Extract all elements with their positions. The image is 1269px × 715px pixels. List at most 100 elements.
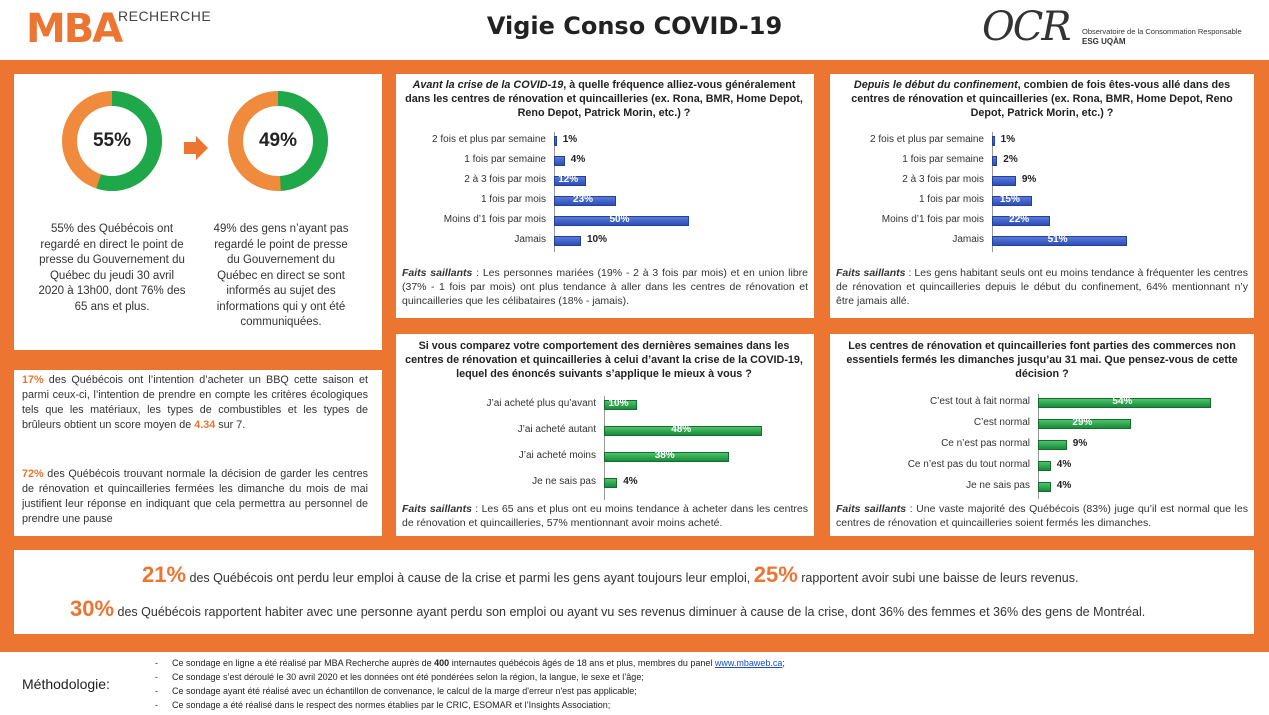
bar-value-label: 1% (562, 134, 578, 145)
bar-value-label: 22% (1009, 214, 1030, 225)
method-text: Ce sondage a été réalisé dans le respect… (172, 700, 611, 710)
sample-size: 400 (434, 658, 450, 668)
q3-chart: J’ai acheté plus qu’avant 10% J’ai acheté … (396, 396, 814, 500)
bar (604, 400, 637, 410)
method-text: Ce sondage ayant été réalisé avec un éch… (172, 686, 637, 696)
q1-title-rest: , à quelle fréquence alliez-vous général… (405, 79, 803, 119)
bar-category-label: 1 fois par mois (480, 194, 546, 205)
bbq-percent: 17% (22, 374, 44, 386)
bar-value-label: 1% (1000, 134, 1016, 145)
bar (1038, 440, 1067, 450)
bar-value-label: 23% (573, 194, 594, 205)
bullet-dash: - (155, 686, 158, 696)
bar-value-label: 9% (1072, 438, 1088, 449)
bar-value-label: 15% (999, 194, 1020, 205)
methodology-item: - Ce sondage a été réalisé dans le respec… (155, 698, 785, 712)
method-text: ; (782, 658, 785, 668)
q3-highlights-label: Faits saillants (402, 503, 472, 515)
bar-value-label: 4% (1056, 480, 1072, 491)
pie-panel: 55% 49% 55% des Québécois ont regardé en… (14, 74, 382, 350)
q2-title: Depuis le début du confinement, combien … (838, 78, 1246, 120)
q2-chart: 2 fois et plus par semaine 1% 1 fois par s… (830, 132, 1254, 257)
q4-title: Les centres de rénovation et quincailler… (846, 340, 1238, 380)
bar (554, 216, 689, 226)
q2-chart-axis (992, 132, 993, 252)
pie-right-description: 49% des gens n’ayant pas regardé le poin… (213, 223, 349, 328)
sunday-percent: 72% (22, 468, 44, 480)
q1-highlights: Faits saillants : Les personnes mariées … (402, 266, 808, 308)
bar-value-label: 10% (587, 234, 608, 245)
bar-category-label: 2 à 3 fois par mois (902, 174, 984, 185)
bar-value-label: 4% (1056, 459, 1072, 470)
ocr-logo: OCR (982, 4, 1072, 50)
bullet-dash: - (155, 700, 158, 710)
bar (1038, 398, 1211, 408)
bar-category-label: 1 fois par semaine (464, 154, 546, 165)
methodology-list: - Ce sondage en ligne a été réalisé par M… (155, 656, 785, 712)
employment-line-1: 21% des Québécois ont perdu leur emploi … (142, 562, 1079, 588)
arrow-icon (184, 142, 196, 154)
employment-text-2: rapportent avoir subi une baisse de leur… (797, 571, 1079, 585)
bar-category-label: 2 fois et plus par semaine (870, 134, 984, 145)
bullet-dash: - (155, 658, 158, 668)
bar-category-label: C’est normal (973, 417, 1030, 428)
header: MBA RECHERCHE Vigie Conso COVID-19 OCR O… (0, 0, 1269, 58)
mba-logo-subtitle: RECHERCHE (118, 8, 212, 24)
q1-highlights-label: Faits saillants (402, 267, 473, 279)
q2-highlights-label: Faits saillants (836, 267, 906, 279)
pie-left-chart (62, 91, 162, 191)
pie-left-description: 55% des Québécois ont regardé en direct … (38, 223, 186, 313)
bar-category-label: Jamais (952, 234, 984, 245)
bar (554, 236, 581, 246)
panel-link[interactable]: www.mbaweb.ca (714, 658, 783, 668)
bar-value-label: 4% (623, 476, 638, 487)
bar-category-label: Moins d’1 fois par mois (443, 214, 546, 225)
pie-left: 55% (55, 84, 169, 198)
bar (554, 136, 557, 146)
pie-right-value: 49% (243, 106, 313, 176)
bar (1038, 482, 1051, 492)
bar-category-label: C’est tout à fait normal (929, 396, 1030, 407)
bar-value-label: 50% (609, 214, 630, 225)
q2-highlights-text: : Les gens habitant seuls ont eu moins t… (836, 267, 1248, 307)
bar (1038, 419, 1131, 429)
bar (992, 196, 1032, 206)
methodology-item: - Ce sondage ayant été réalisé avec un éc… (155, 684, 785, 698)
methodology-label: Méthodologie: (22, 676, 110, 692)
job-loss-percent: 21% (142, 562, 187, 587)
employment-panel: 21% des Québécois ont perdu leur emploi … (14, 550, 1254, 634)
q1-title-italic: Avant la crise de la COVID-19 (412, 79, 564, 91)
q3-chart-axis (604, 396, 605, 500)
bbq-paragraph: 17% des Québécois ont l’intention d’ache… (22, 373, 368, 433)
bar-value-label: 4% (570, 154, 586, 165)
method-text: Ce sondage s’est déroulé le 30 avril 202… (172, 672, 644, 682)
bar-category-label: Jamais (514, 234, 546, 245)
pie-right: 49% (221, 84, 335, 198)
bar-value-label: 48% (671, 424, 692, 435)
arrow-icon-head (196, 136, 208, 160)
bar (604, 478, 618, 488)
q1-title: Avant la crise de la COVID-19, à quelle … (404, 78, 804, 120)
pie-left-slice-value (62, 91, 162, 191)
bar (554, 156, 565, 166)
bar-value-label: 38% (654, 450, 675, 461)
pie-right-chart (228, 91, 328, 191)
revenue-drop-percent: 25% (753, 562, 798, 587)
bar-category-label: Je ne sais pas (966, 480, 1030, 491)
q2-highlights: Faits saillants : Les gens habitant seul… (836, 266, 1248, 308)
bbq-text-a: des Québécois ont l’intention d’acheter … (22, 374, 368, 431)
ocr-line-1: Observatoire de la Consommation Responsa… (1082, 27, 1242, 36)
q4-panel: Les centres de rénovation et quincailler… (830, 334, 1254, 536)
pie-left-value: 55% (77, 106, 147, 176)
bar-category-label: Je ne sais pas (532, 476, 596, 487)
q1-chart-axis (554, 132, 555, 252)
bar-value-label: 2% (1003, 154, 1018, 165)
employment-text-3: des Québécois rapportent habiter avec un… (114, 605, 1146, 619)
bar-category-label: J’ai acheté moins (518, 450, 596, 461)
q1-highlights-text: : Les personnes mariées (19% - 2 à 3 foi… (402, 267, 808, 307)
q1-panel: Avant la crise de la COVID-19, à quelle … (396, 74, 814, 318)
q4-chart: C’est tout à fait normal 54% C’est normal 2… (830, 394, 1254, 500)
methodology-item: - Ce sondage s’est déroulé le 30 avril 20… (155, 670, 785, 684)
bar-category-label: J’ai acheté autant (517, 424, 596, 435)
bar-value-label: 29% (1072, 417, 1093, 428)
